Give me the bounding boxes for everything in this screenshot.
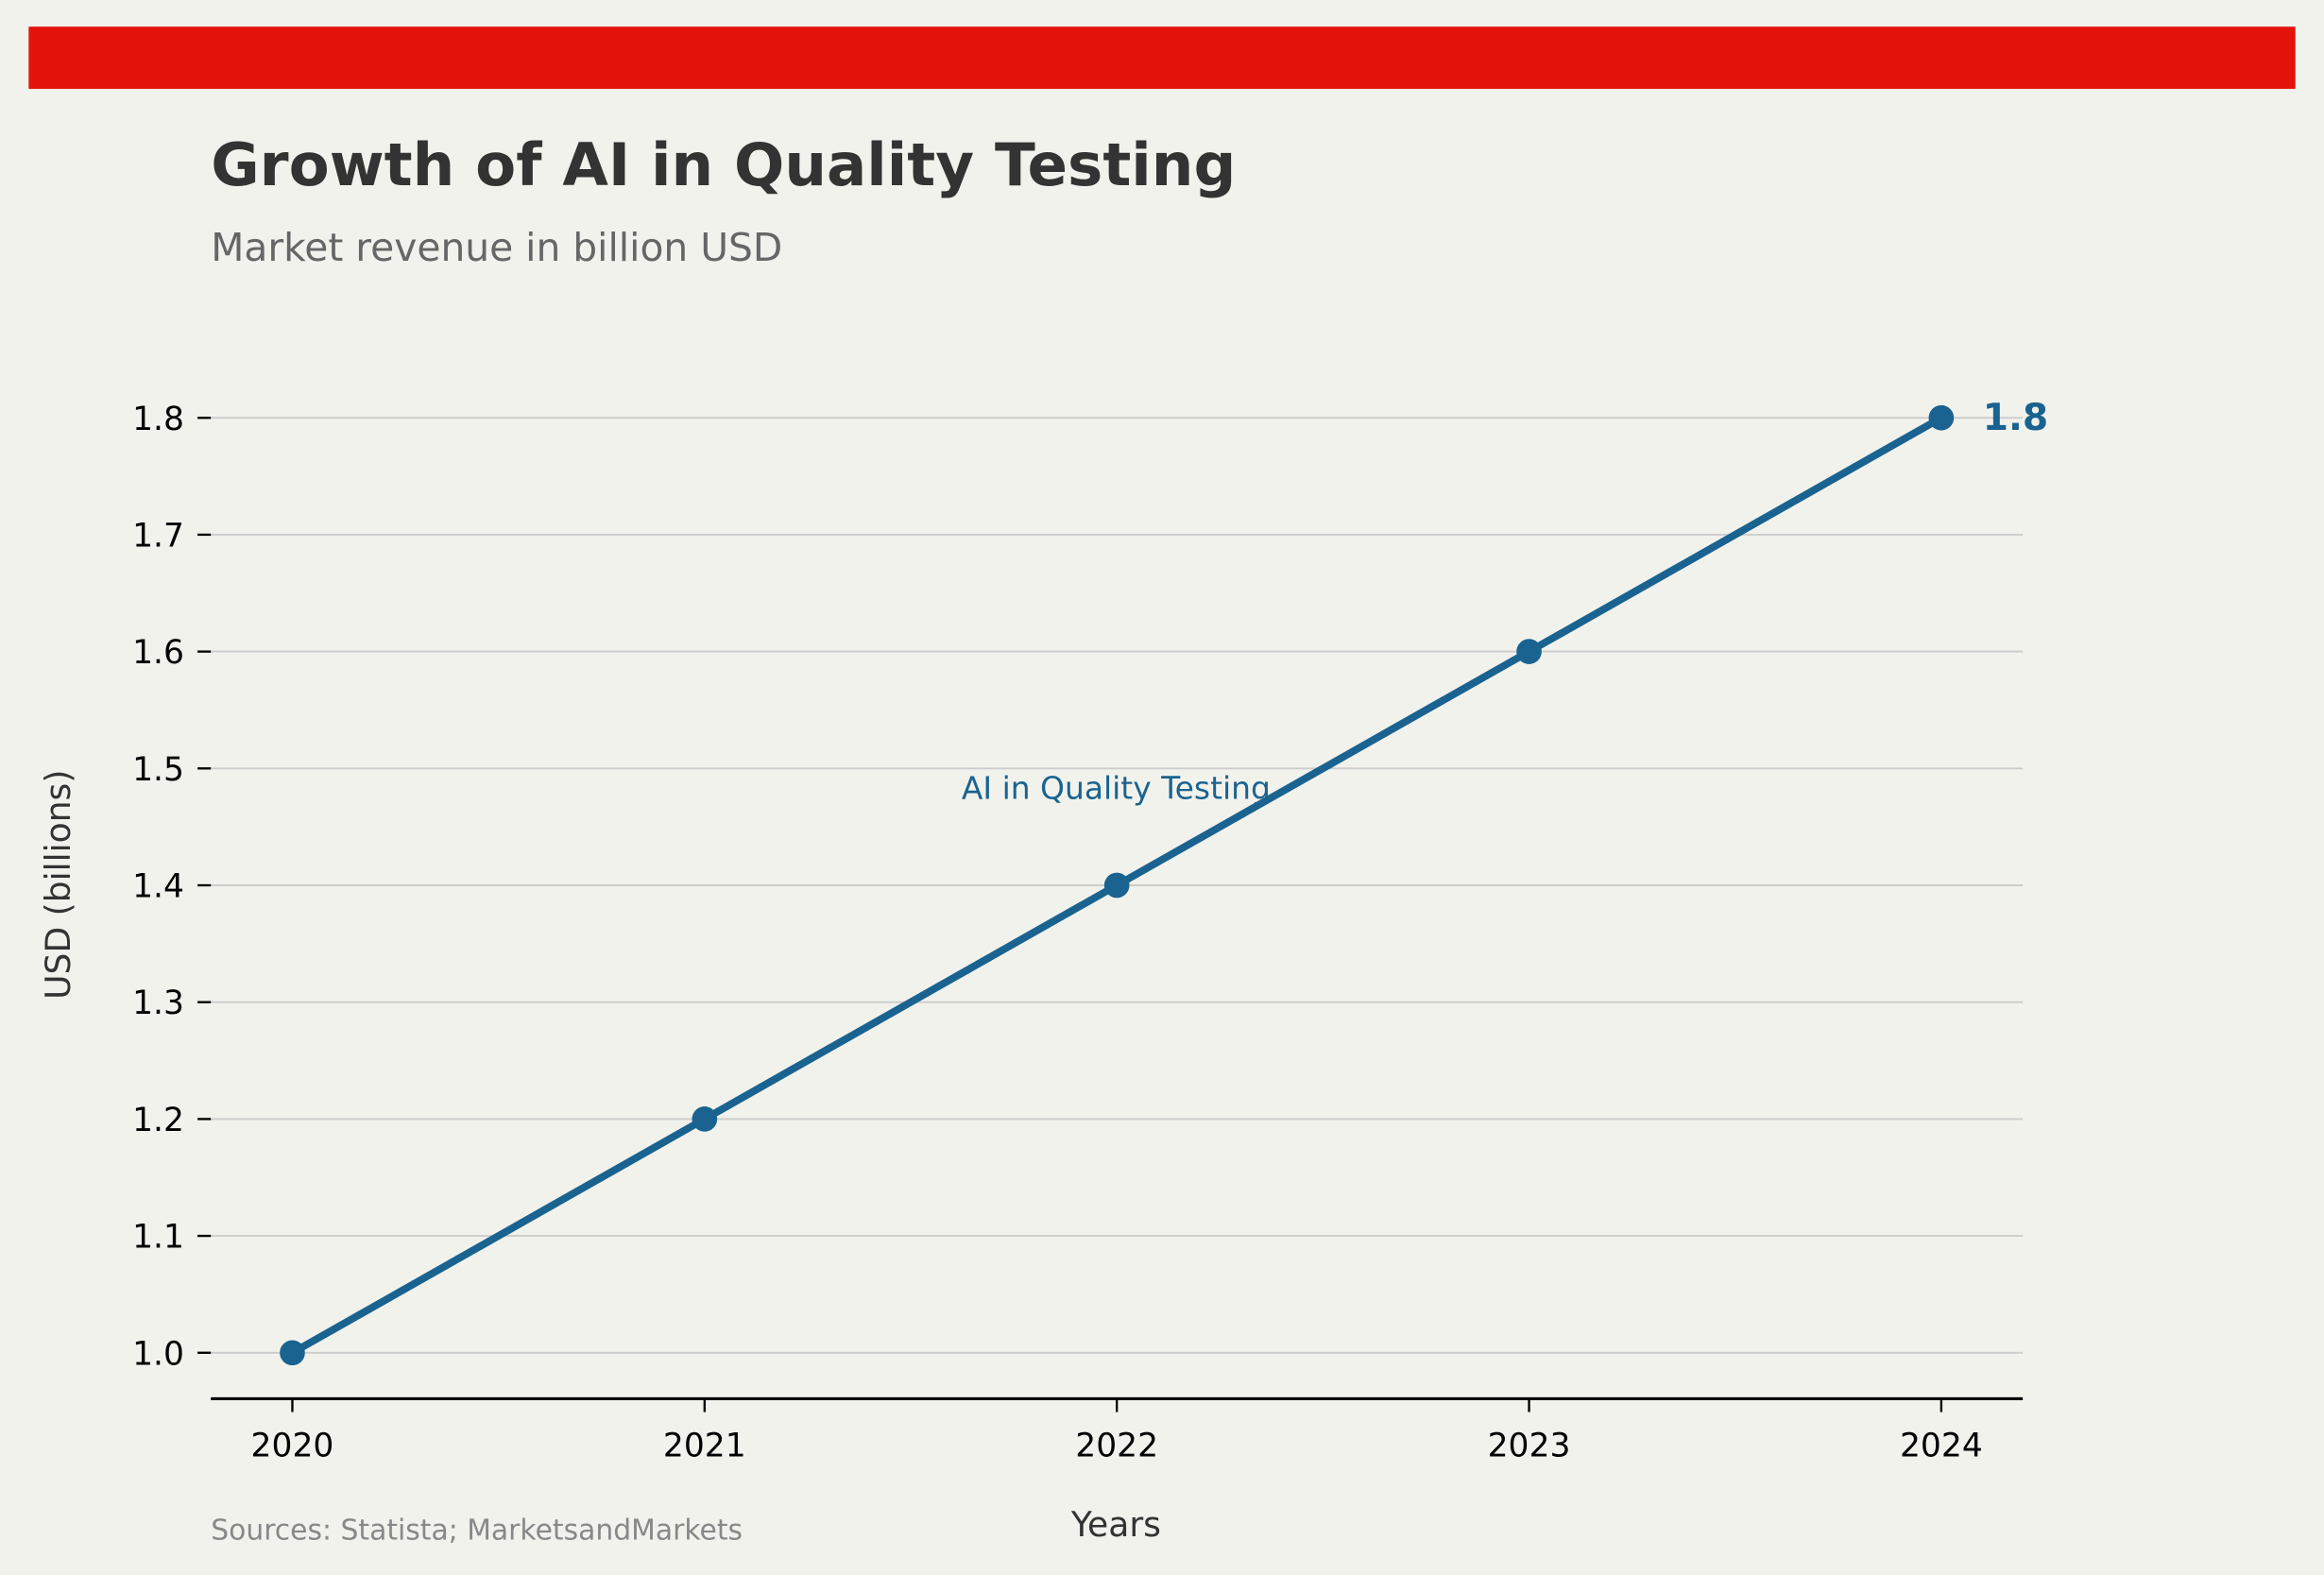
x-tick-label: 2020: [251, 1428, 334, 1465]
data-point: [692, 1106, 718, 1132]
y-tick-label: 1.2: [132, 1102, 184, 1139]
y-tick-label: 1.4: [132, 868, 184, 906]
y-tick-label: 1.8: [132, 401, 184, 438]
y-tick-label: 1.3: [132, 984, 184, 1022]
x-tick-label: 2022: [1075, 1428, 1158, 1465]
x-tick-label: 2023: [1488, 1428, 1571, 1465]
x-tick-label: 2024: [1900, 1428, 1983, 1465]
data-point: [1516, 639, 1542, 664]
chart-title: Growth of AI in Quality Testing: [211, 130, 1236, 199]
data-point: [280, 1340, 305, 1366]
series-label: AI in Quality Testing: [962, 769, 1271, 806]
y-tick-label: 1.5: [132, 751, 184, 789]
y-tick-label: 1.7: [132, 517, 184, 555]
accent-bar: [28, 26, 2296, 90]
y-tick-label: 1.6: [132, 634, 184, 672]
source-note: Sources: Statista; MarketsandMarkets: [211, 1514, 743, 1547]
y-tick-label: 1.1: [132, 1219, 184, 1257]
x-axis-label: Years: [1070, 1505, 1161, 1545]
chart-subtitle: Market revenue in billion USD: [211, 225, 782, 270]
data-point: [1928, 404, 1955, 431]
data-point: [1103, 872, 1130, 899]
end-value-label: 1.8: [1983, 397, 2048, 439]
x-tick-label: 2021: [663, 1428, 746, 1465]
y-axis-label: USD (billions): [39, 770, 78, 1000]
y-tick-label: 1.0: [132, 1335, 184, 1373]
